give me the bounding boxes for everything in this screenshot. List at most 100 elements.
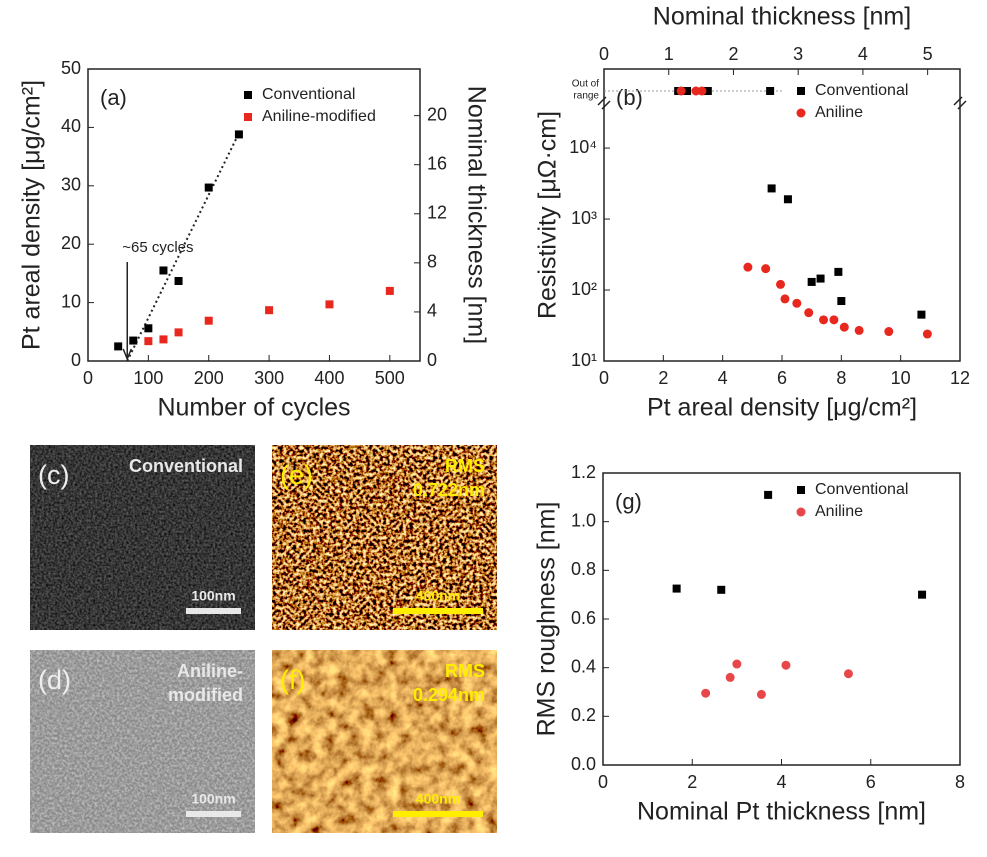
data-point bbox=[761, 264, 771, 274]
x2-axis-title: Nominal thickness [nm] bbox=[653, 3, 911, 31]
y2-axis-title: Nominal thickness [nm] bbox=[462, 86, 490, 344]
data-point bbox=[725, 672, 735, 682]
y-tick-label: 0.4 bbox=[571, 656, 596, 676]
y-tick-label: 50 bbox=[61, 58, 81, 78]
data-point bbox=[839, 322, 849, 332]
data-point bbox=[701, 688, 711, 698]
data-point bbox=[114, 342, 123, 351]
x-tick-label: 4 bbox=[776, 772, 786, 792]
data-point bbox=[819, 315, 829, 325]
y-tick-label: 0 bbox=[71, 350, 81, 370]
y2-tick-label: 8 bbox=[427, 252, 437, 272]
data-point bbox=[159, 335, 168, 344]
y-axis-title: RMS roughness [nm] bbox=[533, 502, 561, 737]
x-tick-label: 12 bbox=[950, 368, 970, 388]
x2-tick-label: 2 bbox=[728, 44, 738, 64]
panel-title: Aniline- bbox=[177, 661, 243, 681]
scale-bar bbox=[186, 608, 241, 614]
out-of-range-point bbox=[683, 87, 692, 95]
legend-label: Aniline bbox=[815, 503, 863, 520]
legend-label: Conventional bbox=[815, 82, 908, 99]
x-tick-label: 100 bbox=[133, 368, 163, 388]
data-point bbox=[854, 325, 864, 335]
data-point bbox=[732, 659, 742, 669]
y-tick-label: 20 bbox=[61, 233, 81, 253]
plot-frame bbox=[87, 68, 421, 362]
y-tick-label: 0.2 bbox=[571, 705, 596, 725]
panel-label: (a) bbox=[100, 85, 127, 110]
x2-tick-label: 3 bbox=[793, 44, 803, 64]
data-point bbox=[767, 184, 776, 193]
scale-label: 100nm bbox=[191, 588, 235, 604]
data-point bbox=[781, 660, 791, 670]
x-tick-label: 6 bbox=[777, 368, 787, 388]
scale-bar bbox=[393, 608, 483, 614]
legend-label: Aniline bbox=[815, 104, 863, 121]
y2-tick-label: 0 bbox=[427, 350, 437, 370]
x-axis-title: Nominal Pt thickness [nm] bbox=[637, 798, 926, 826]
y-tick-label: 0.6 bbox=[571, 608, 596, 628]
data-point bbox=[780, 294, 790, 304]
panel-title: 0.722nm bbox=[413, 480, 485, 500]
y-axis-title: Resistivity [μΩ·cm] bbox=[534, 111, 562, 319]
panel-label: (g) bbox=[615, 489, 642, 514]
x-axis-title: Pt areal density [μg/cm²] bbox=[647, 394, 917, 422]
y-axis-title: Pt areal density [μg/cm²] bbox=[18, 80, 46, 350]
panel-label: (d) bbox=[38, 665, 71, 695]
scale-bar bbox=[393, 811, 483, 817]
data-point bbox=[265, 306, 274, 315]
x-tick-label: 500 bbox=[375, 368, 405, 388]
legend-marker bbox=[796, 108, 806, 118]
data-point bbox=[764, 490, 773, 499]
x-tick-label: 2 bbox=[687, 772, 697, 792]
axis-break bbox=[953, 96, 967, 110]
plot-frame bbox=[602, 472, 961, 766]
y-tick-label: 30 bbox=[61, 175, 81, 195]
legend-label: Conventional bbox=[815, 481, 908, 498]
out-of-range-point bbox=[766, 87, 775, 95]
data-point bbox=[922, 329, 932, 339]
data-point bbox=[843, 669, 853, 679]
panel-title: Conventional bbox=[129, 456, 243, 476]
data-point bbox=[672, 584, 681, 593]
x-tick-label: 6 bbox=[866, 772, 876, 792]
data-point bbox=[174, 328, 183, 337]
panel-label: (b) bbox=[616, 85, 643, 110]
x-tick-label: 4 bbox=[718, 368, 728, 388]
legend-marker bbox=[796, 507, 806, 517]
y-tick-label: 40 bbox=[61, 116, 81, 136]
sem-image-c bbox=[30, 445, 255, 630]
panel-label: (c) bbox=[38, 460, 69, 490]
panel-title: RMS bbox=[445, 661, 485, 681]
x-tick-label: 0 bbox=[598, 772, 608, 792]
y2-tick-label: 16 bbox=[427, 153, 447, 173]
x2-tick-label: 1 bbox=[664, 44, 674, 64]
data-point bbox=[204, 183, 213, 192]
data-point bbox=[756, 689, 766, 699]
y-tick-label: 1.0 bbox=[571, 510, 596, 530]
x-tick-label: 0 bbox=[83, 368, 93, 388]
y-tick-label: 10 bbox=[61, 291, 81, 311]
x2-tick-label: 5 bbox=[923, 44, 933, 64]
legend-label: Aniline-modified bbox=[262, 108, 376, 125]
data-point bbox=[829, 315, 839, 325]
legend-label: Conventional bbox=[262, 86, 355, 103]
data-point bbox=[884, 327, 894, 337]
data-point bbox=[917, 310, 926, 319]
out-of-range-label: range bbox=[573, 91, 599, 102]
y-tick-label: 10³ bbox=[571, 208, 597, 228]
trend-line bbox=[126, 132, 240, 362]
data-point bbox=[816, 274, 825, 283]
legend-marker bbox=[244, 91, 252, 99]
afm-image-f bbox=[272, 650, 497, 833]
out-of-range-point bbox=[703, 87, 712, 95]
data-point bbox=[834, 267, 843, 276]
panel-title: RMS bbox=[445, 456, 485, 476]
afm-image-e bbox=[272, 445, 497, 630]
data-point bbox=[804, 308, 814, 318]
data-point bbox=[792, 298, 802, 308]
data-point bbox=[325, 300, 334, 309]
panel-label: (f) bbox=[280, 665, 305, 695]
y2-tick-label: 4 bbox=[427, 301, 437, 321]
